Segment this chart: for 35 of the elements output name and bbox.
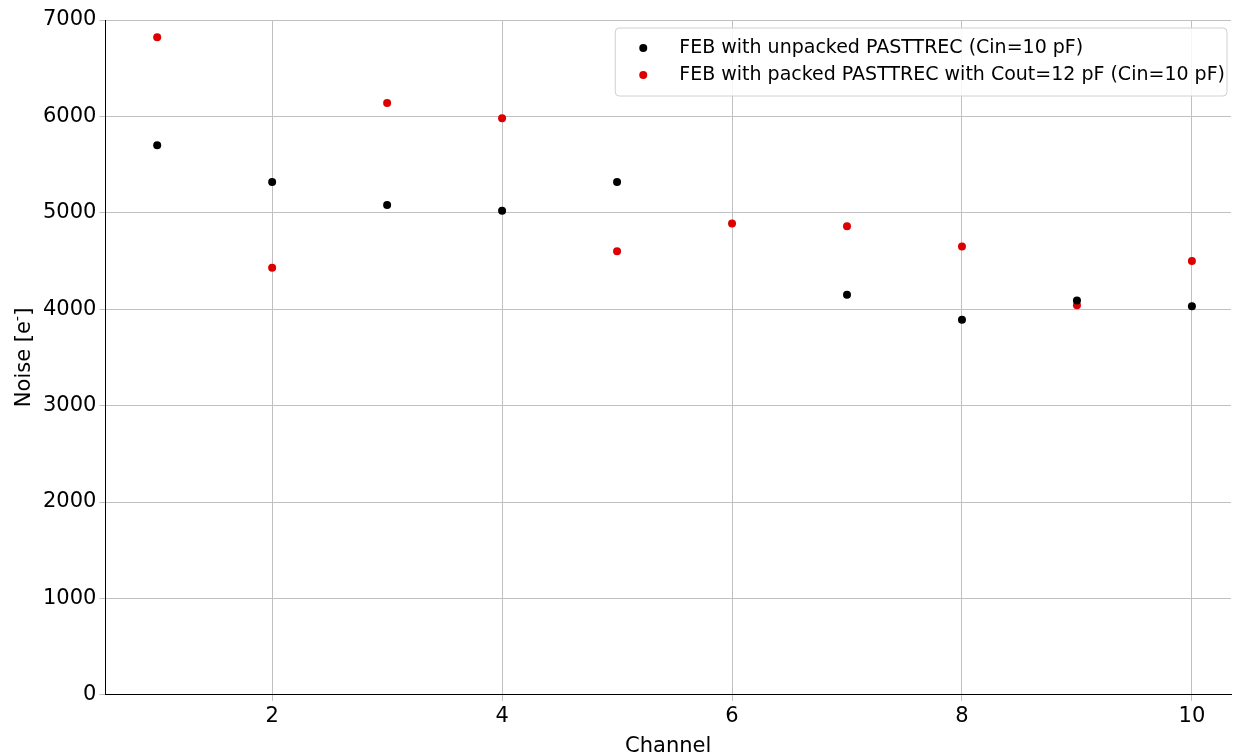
- y-tick-label: 1000: [42, 584, 97, 609]
- y-tick-label: 7000: [42, 6, 97, 31]
- y-tick-label: 0: [83, 681, 97, 706]
- x-tick-label: 2: [265, 702, 279, 727]
- y-tick-label: 6000: [42, 102, 97, 127]
- x-tick-label: 6: [725, 702, 739, 727]
- point: [268, 177, 277, 186]
- legend-label: FEB with unpacked PASTTREC (Cin=10 pF): [679, 34, 1084, 57]
- point: [1072, 296, 1081, 305]
- y-axis-title: Noise [e-]: [7, 307, 35, 408]
- point: [153, 141, 162, 150]
- point: [957, 315, 966, 324]
- legend-label: FEB with packed PASTTREC with Cout=12 pF (Cin=10 pF): [679, 61, 1225, 84]
- y-tick-label: 4000: [42, 295, 97, 320]
- point: [843, 222, 851, 231]
- point: [153, 33, 162, 42]
- point: [498, 206, 507, 215]
- x-axis-title: Channel: [625, 733, 712, 754]
- point: [728, 219, 737, 228]
- point: [268, 263, 277, 272]
- x-tick-label: 4: [495, 702, 509, 727]
- y-tick-label: 2000: [42, 488, 97, 513]
- y-tick-label: 3000: [42, 392, 97, 417]
- point: [383, 98, 392, 107]
- x-tick-label: 10: [1178, 702, 1206, 727]
- x-tick-label: 8: [955, 702, 969, 727]
- point: [843, 290, 851, 299]
- point: [613, 247, 622, 256]
- y-tick-label: 5000: [42, 199, 97, 224]
- point: [383, 201, 392, 210]
- point: [498, 114, 507, 123]
- point: [957, 242, 966, 251]
- point: [613, 177, 622, 186]
- point: [1187, 302, 1196, 311]
- point: [1187, 257, 1196, 265]
